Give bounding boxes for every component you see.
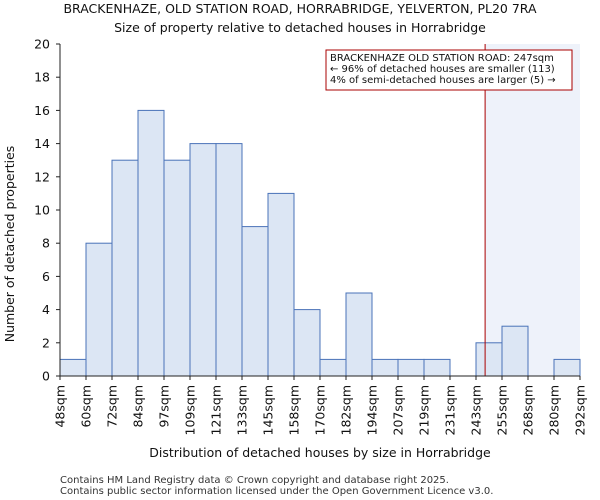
bar-8 bbox=[267, 192, 295, 377]
annotation-line-1: BRACKENHAZE OLD STATION ROAD: 247sqm bbox=[330, 53, 554, 64]
footer-line-2: Contains public sector information licen… bbox=[60, 486, 493, 497]
bar-14 bbox=[423, 358, 451, 377]
annotation-border bbox=[325, 49, 573, 91]
y-ticks: 0 2 4 6 8 10 12 14 16 18 20 bbox=[34, 37, 60, 384]
x-tick-label: 219sqm bbox=[417, 385, 432, 435]
bar-16 bbox=[475, 342, 503, 377]
annotation-box: BRACKENHAZE OLD STATION ROAD: 247sqm ← 9… bbox=[325, 49, 573, 91]
bar-6 bbox=[215, 143, 243, 377]
chart-title: BRACKENHAZE, OLD STATION ROAD, HORRABRID… bbox=[63, 1, 537, 16]
x-tick-label: 133sqm bbox=[235, 385, 250, 435]
larger-region-highlight bbox=[485, 44, 580, 376]
annotation-line-2: ← 96% of detached houses are smaller (11… bbox=[330, 64, 555, 75]
footer-line-1: Contains HM Land Registry data © Crown c… bbox=[60, 475, 449, 486]
x-tick-label: 158sqm bbox=[287, 385, 302, 435]
bar-17 bbox=[501, 325, 529, 377]
y-tick-label: 4 bbox=[42, 302, 50, 317]
x-tick-label: 97sqm bbox=[157, 385, 172, 428]
y-tick-label: 8 bbox=[42, 236, 50, 251]
bar-5 bbox=[189, 143, 217, 377]
bar-3 bbox=[137, 109, 165, 377]
y-tick-label: 6 bbox=[42, 269, 50, 284]
bar-9 bbox=[293, 309, 321, 377]
x-tick-label: 170sqm bbox=[313, 385, 328, 435]
y-tick-label: 12 bbox=[34, 169, 50, 184]
bar-7 bbox=[241, 226, 269, 377]
x-tick-label: 280sqm bbox=[547, 385, 562, 435]
y-axis-label: Number of detached properties bbox=[2, 146, 17, 343]
y-tick-label: 10 bbox=[34, 203, 50, 218]
x-tick-label: 255sqm bbox=[495, 385, 510, 435]
x-tick-label: 292sqm bbox=[573, 385, 588, 435]
x-tick-label: 48sqm bbox=[53, 385, 68, 428]
x-tick-label: 145sqm bbox=[261, 385, 276, 435]
y-tick-label: 0 bbox=[42, 369, 50, 384]
x-axis-label: Distribution of detached houses by size … bbox=[149, 445, 491, 460]
x-tick-label: 268sqm bbox=[521, 385, 536, 435]
bars-group bbox=[59, 109, 581, 377]
y-tick-label: 20 bbox=[34, 37, 50, 52]
chart-subtitle: Size of property relative to detached ho… bbox=[114, 20, 486, 35]
x-tick-label: 194sqm bbox=[365, 385, 380, 435]
x-tick-label: 121sqm bbox=[209, 385, 224, 435]
y-tick-label: 14 bbox=[34, 136, 50, 151]
x-tick-label: 72sqm bbox=[105, 385, 120, 428]
x-ticks: 48sqm 60sqm 72sqm 84sqm 97sqm 109sqm 121sqm 133… bbox=[53, 376, 588, 435]
bar-11 bbox=[345, 292, 373, 377]
x-tick-label: 182sqm bbox=[339, 385, 354, 435]
bar-1 bbox=[85, 242, 113, 377]
bar-2 bbox=[111, 159, 139, 377]
y-tick-label: 18 bbox=[34, 70, 50, 85]
bar-12 bbox=[371, 358, 399, 377]
bar-4 bbox=[163, 159, 191, 377]
x-tick-label: 109sqm bbox=[183, 385, 198, 435]
bar-10 bbox=[319, 358, 347, 377]
bar-13 bbox=[397, 358, 425, 377]
y-tick-label: 2 bbox=[42, 335, 50, 350]
y-tick-label: 16 bbox=[34, 103, 50, 118]
x-tick-label: 84sqm bbox=[131, 385, 146, 428]
x-tick-label: 243sqm bbox=[469, 385, 484, 435]
bar-0 bbox=[59, 358, 87, 377]
x-tick-label: 60sqm bbox=[79, 385, 94, 428]
x-tick-label: 207sqm bbox=[391, 385, 406, 435]
annotation-line-3: 4% of semi-detached houses are larger (5… bbox=[330, 75, 556, 86]
bar-19 bbox=[553, 358, 581, 377]
x-tick-label: 231sqm bbox=[443, 385, 458, 435]
